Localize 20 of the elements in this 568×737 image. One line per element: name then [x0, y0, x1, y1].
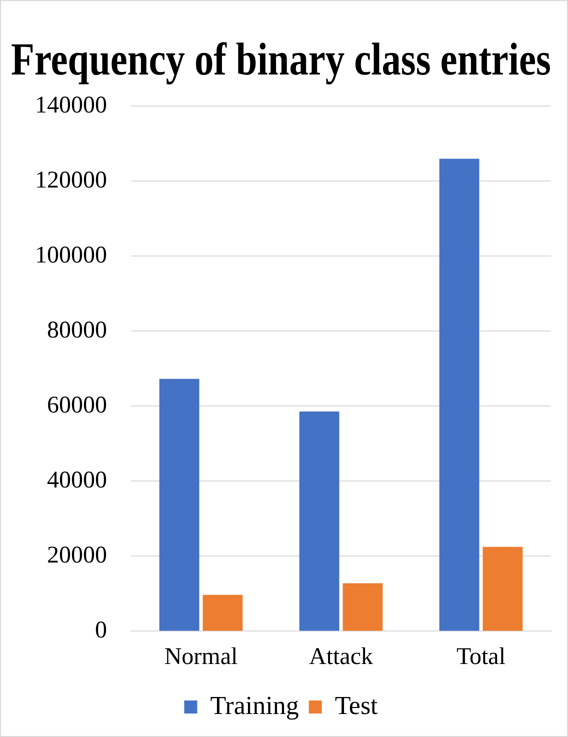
y-tick-label: 60000 [47, 392, 107, 418]
x-tick-label: Attack [309, 644, 373, 670]
y-tick-label: 20000 [47, 542, 107, 568]
y-tick-label: 0 [95, 617, 107, 644]
y-tick-label: 80000 [47, 317, 107, 344]
y-tick-label: 120000 [35, 167, 107, 194]
bar [299, 411, 340, 631]
bar [342, 583, 383, 631]
legend-label: Test [334, 690, 379, 720]
bar [159, 378, 200, 631]
y-tick-label: 140000 [35, 92, 107, 118]
chart-title: Frequency of binary class entries [11, 34, 551, 86]
x-tick-label: Total [456, 644, 506, 670]
y-tick-label: 100000 [35, 242, 107, 268]
x-tick-label: Normal [164, 644, 238, 670]
legend-label: Training [210, 690, 299, 720]
y-tick-label: 40000 [47, 467, 107, 494]
bar [202, 594, 243, 631]
bar [439, 158, 480, 631]
bar [482, 546, 523, 631]
